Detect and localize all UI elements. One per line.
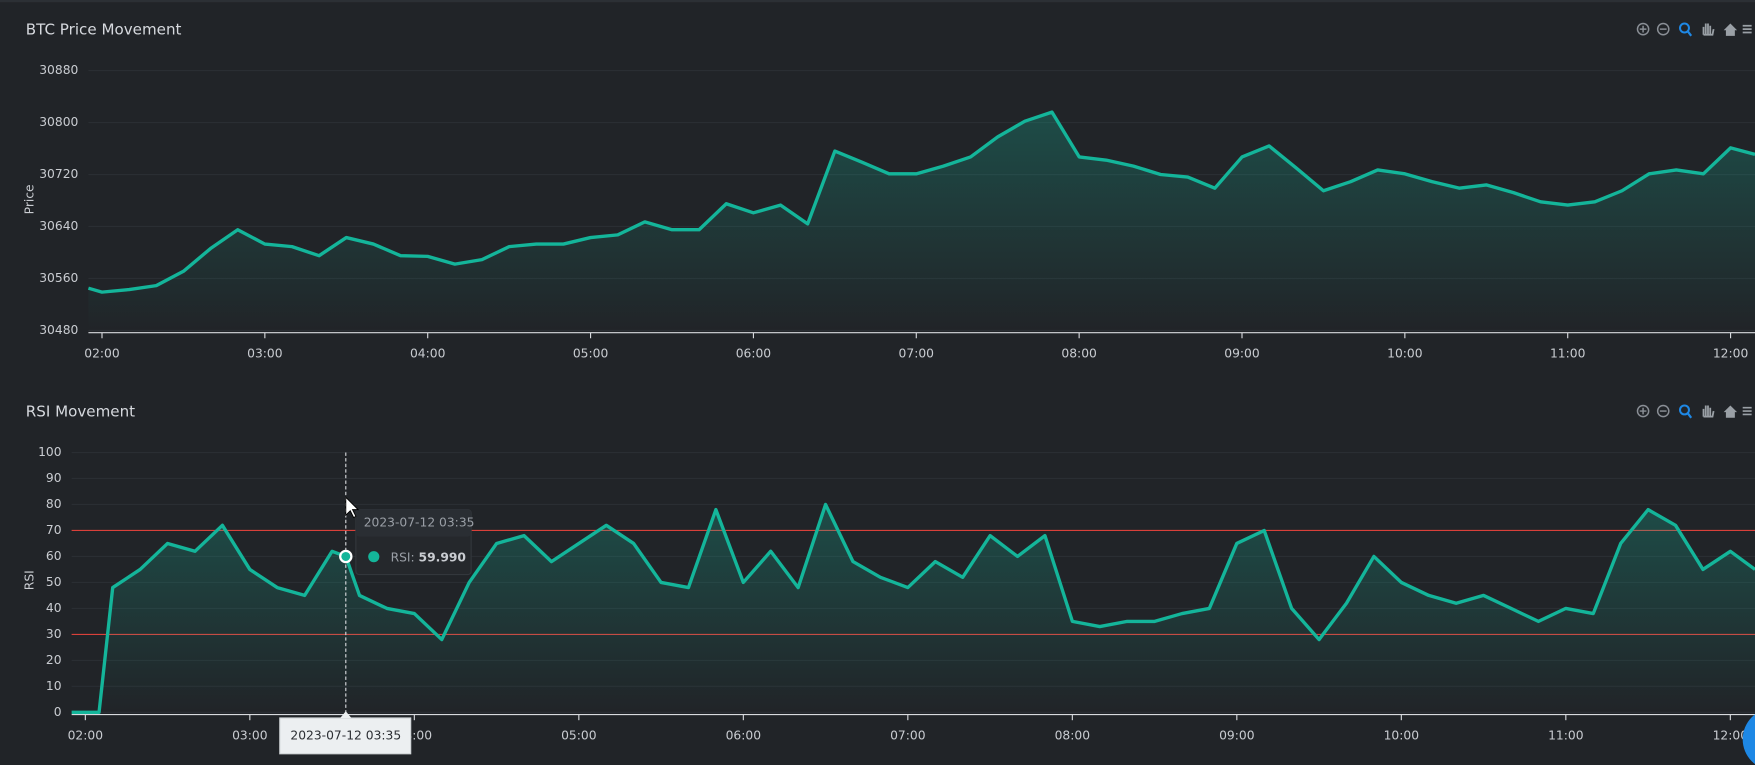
- x-tick-label: 08:00: [1055, 728, 1090, 742]
- chart-title: BTC Price Movement: [26, 21, 182, 39]
- x-tick-label: 05:00: [561, 728, 596, 742]
- y-tick-label: 100: [38, 445, 61, 459]
- x-crosshair-label-box: [279, 717, 412, 755]
- tooltip-date: 2023-07-12 03:35: [364, 516, 475, 530]
- hover-marker: [339, 549, 353, 564]
- tooltip-swatch: [368, 551, 380, 563]
- x-tick-label: 12:00: [1713, 346, 1748, 360]
- x-tick-label: 12:00: [1713, 728, 1748, 742]
- x-tick-label: 05:00: [573, 346, 608, 360]
- top-border: [0, 0, 1755, 3]
- x-tick-label: 03:00: [232, 728, 267, 742]
- y-axis-title: RSI: [23, 570, 37, 590]
- x-tick-label: 06:00: [736, 346, 771, 360]
- x-tick-label: 03:00: [247, 346, 282, 360]
- tooltip-value: 59.990: [419, 550, 466, 564]
- y-tick-label: 30: [46, 627, 62, 641]
- x-tick-label: 02:00: [84, 346, 119, 360]
- chart-title: RSI Movement: [26, 403, 135, 421]
- y-tick-label: 50: [46, 575, 62, 589]
- y-tick-label: 40: [46, 601, 62, 615]
- x-tick-label: 11:00: [1550, 346, 1585, 360]
- x-tick-label: 04:00: [410, 346, 445, 360]
- x-crosshair-label: 2023-07-12 03:35: [290, 728, 401, 742]
- x-tick-label: 10:00: [1384, 728, 1419, 742]
- x-tick-label: 06:00: [726, 728, 761, 742]
- y-tick-label: 90: [46, 471, 62, 485]
- y-tick-label: 60: [46, 549, 62, 563]
- x-tick-label: 02:00: [68, 728, 103, 742]
- x-crosshair-label-arrow: [340, 711, 352, 718]
- y-tick-label: 10: [46, 679, 62, 693]
- y-tick-label: 30480: [39, 323, 78, 337]
- y-tick-label: 30880: [39, 63, 78, 77]
- mouse-cursor: [345, 496, 360, 519]
- tooltip-label: RSI:: [391, 550, 415, 564]
- x-tick-label: 10:00: [1387, 346, 1422, 360]
- y-tick-label: 70: [46, 523, 62, 537]
- line: [71, 502, 1755, 715]
- x-tick-label: 09:00: [1224, 346, 1259, 360]
- y-tick-label: 20: [46, 653, 62, 667]
- y-tick-label: 30640: [39, 219, 78, 233]
- x-tick-label: 08:00: [1061, 346, 1096, 360]
- tooltip-header: [355, 509, 472, 537]
- y-axis-title: Price: [23, 184, 37, 214]
- y-tick-label: 0: [54, 705, 62, 719]
- line: [87, 110, 1755, 294]
- toolbar[interactable]: [1636, 404, 1753, 419]
- x-tick-label: 11:00: [1548, 728, 1583, 742]
- fab-button[interactable]: [1742, 708, 1755, 765]
- y-tick-label: 80: [46, 497, 62, 511]
- x-tick-label: 07:00: [899, 346, 934, 360]
- x-tick-label: 07:00: [890, 728, 925, 742]
- y-tick-label: 30560: [39, 271, 78, 285]
- toolbar[interactable]: [1636, 22, 1753, 37]
- tooltip: 2023-07-12 03:35 RSI: 59.990: [355, 509, 475, 576]
- area: [71, 504, 1755, 713]
- area: [88, 112, 1755, 331]
- y-tick-label: 30800: [39, 115, 78, 129]
- y-tick-label: 30720: [39, 167, 78, 181]
- x-tick-label: 09:00: [1219, 728, 1254, 742]
